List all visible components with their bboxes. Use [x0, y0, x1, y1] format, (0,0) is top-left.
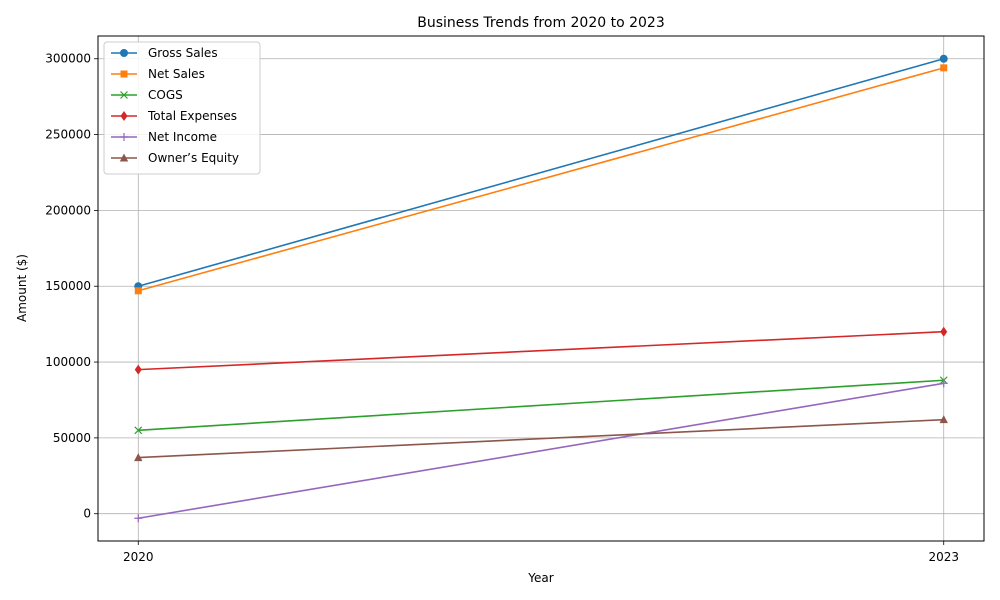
y-tick-label: 50000 — [53, 431, 91, 445]
series-total-expenses — [134, 326, 948, 375]
legend-marker — [120, 49, 128, 57]
series-net-income — [134, 379, 948, 523]
y-tick-label: 100000 — [45, 355, 91, 369]
series-line — [138, 67, 944, 292]
x-tick-label: 2023 — [928, 550, 959, 564]
legend-label: Net Sales — [148, 67, 205, 81]
chart-title: Business Trends from 2020 to 2023 — [417, 15, 665, 31]
x-tick-label: 2020 — [123, 550, 154, 564]
y-tick-label: 0 — [83, 507, 91, 521]
data-point — [939, 415, 948, 424]
legend-label: Gross Sales — [148, 46, 218, 60]
data-point — [134, 453, 143, 462]
legend-marker — [120, 70, 128, 78]
legend-marker — [120, 133, 128, 141]
series-line — [138, 330, 944, 371]
y-axis: 0 50000 100000 150000 200000 250000 300000 — [45, 52, 98, 521]
data-point — [134, 287, 142, 295]
data-point — [939, 379, 948, 388]
legend-entry: Owner’s Equity — [111, 151, 239, 165]
series-layer — [134, 54, 948, 523]
x-axis-title: Year — [527, 571, 553, 585]
plot-frame — [97, 35, 985, 542]
legend-label: Owner’s Equity — [148, 151, 239, 165]
legend-label: COGS — [148, 88, 183, 102]
legend-entry: Net Income — [111, 130, 217, 144]
legend-marker — [120, 111, 128, 121]
y-tick-label: 250000 — [45, 128, 91, 142]
legend-entry: Gross Sales — [111, 46, 218, 60]
y-tick-label: 300000 — [45, 52, 91, 66]
data-point — [940, 64, 948, 72]
legend-entry: COGS — [111, 88, 183, 102]
data-point — [134, 426, 143, 435]
y-tick-label: 200000 — [45, 203, 91, 217]
y-tick-label: 150000 — [45, 279, 91, 293]
data-point — [134, 514, 143, 523]
x-axis: 2020 2023 — [123, 541, 959, 564]
legend-entry: Net Sales — [111, 67, 205, 81]
y-axis-title: Amount ($) — [15, 254, 29, 322]
legend: Gross Sales Net Sales COGS Total Expenses Ne… — [103, 41, 261, 175]
legend-label: Net Income — [148, 130, 217, 144]
legend-label: Total Expenses — [147, 109, 237, 123]
grid-lines — [98, 36, 984, 541]
data-point — [939, 54, 948, 63]
legend-box — [103, 41, 261, 175]
series-line — [138, 57, 944, 287]
data-point — [940, 326, 948, 337]
series-owner-s-equity — [134, 415, 948, 462]
series-line — [138, 382, 944, 520]
series-line — [138, 379, 944, 432]
legend-marker — [120, 91, 128, 99]
series-line — [138, 418, 944, 459]
series-net-sales — [134, 64, 948, 295]
data-point — [134, 364, 142, 375]
legend-marker — [119, 153, 129, 162]
legend-entry: Total Expenses — [111, 109, 237, 123]
